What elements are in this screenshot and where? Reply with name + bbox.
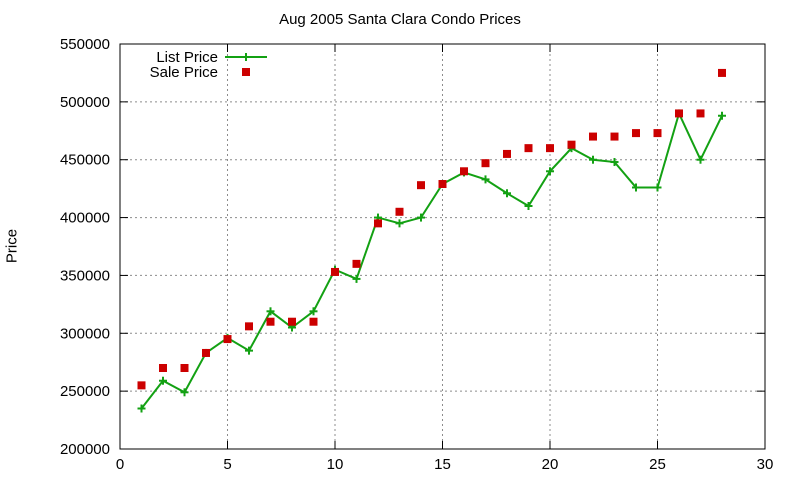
sale-price-point: [589, 132, 597, 141]
sale-price-point: [223, 335, 232, 344]
x-tick-label: 15: [434, 456, 451, 473]
legend-marker-list-price: [242, 53, 250, 61]
grid-lines: [120, 44, 765, 449]
x-axis-ticks: 0 5 10 15 20 25 30: [116, 44, 774, 473]
x-tick-label: 10: [327, 456, 344, 473]
list-price-point: [503, 189, 511, 198]
sale-price-point: [180, 364, 189, 372]
x-tick-label: 0: [116, 456, 124, 473]
series-layer: [137, 68, 726, 413]
sale-price-point: [309, 317, 318, 326]
sale-price-point: [610, 132, 619, 141]
list-price-point: [137, 404, 146, 413]
list-price-point: [546, 167, 554, 176]
sale-price-point: [266, 317, 275, 326]
sale-price-point: [632, 129, 640, 138]
y-tick-label: 450000: [60, 152, 110, 169]
y-axis-ticks: 200000 250000 300000 350000 400000 450000 5000…: [60, 36, 765, 458]
list-price-point: [180, 388, 189, 397]
chart-title: Aug 2005 Santa Clara Condo Prices: [279, 11, 521, 28]
y-tick-label: 300000: [60, 325, 110, 342]
legend-swatch-sale-price: [242, 68, 250, 76]
sale-price-point: [653, 129, 662, 138]
sale-price-point: [159, 364, 167, 372]
x-tick-label: 30: [757, 456, 774, 473]
series-sale-price: [137, 68, 726, 390]
list-price-point: [245, 346, 253, 355]
sale-price-point: [546, 144, 554, 153]
sale-price-point: [202, 348, 210, 357]
y-tick-label: 550000: [60, 36, 110, 53]
list-price-point: [632, 183, 640, 192]
list-price-point: [610, 158, 619, 167]
list-price-point: [352, 274, 361, 283]
list-price-line: [140, 110, 723, 410]
list-price-point: [718, 111, 726, 120]
x-tick-label: 5: [223, 456, 231, 473]
y-tick-label: 400000: [60, 210, 110, 227]
x-tick-label: 20: [542, 456, 559, 473]
sale-price-point: [288, 317, 296, 326]
list-price-point: [159, 376, 167, 385]
sale-price-point: [524, 144, 533, 153]
sale-price-point: [567, 140, 576, 149]
list-price-point: [266, 307, 275, 316]
sale-price-point: [503, 149, 511, 158]
x-tick-label: 25: [649, 456, 666, 473]
y-tick-label: 200000: [60, 441, 110, 458]
sale-price-point: [374, 219, 382, 228]
list-price-point: [589, 155, 597, 164]
list-price-point: [395, 219, 404, 228]
sale-price-point: [481, 159, 490, 168]
sale-price-point: [438, 180, 447, 189]
sale-price-point: [245, 322, 253, 331]
sale-price-point: [395, 207, 404, 216]
sale-price-point: [417, 181, 425, 190]
list-price-point: [481, 175, 490, 184]
list-price-point: [309, 307, 318, 316]
sale-price-point: [331, 267, 339, 276]
y-tick-label: 250000: [60, 383, 110, 400]
sale-price-point: [696, 109, 705, 118]
y-tick-label: 350000: [60, 267, 110, 284]
sale-price-point: [675, 109, 683, 118]
list-price-point: [417, 213, 425, 222]
sale-price-point: [460, 167, 468, 176]
sale-price-point: [352, 259, 361, 268]
sale-price-point: [137, 381, 146, 390]
y-tick-label: 500000: [60, 94, 110, 111]
series-list-price: [137, 109, 726, 413]
sale-price-point: [718, 68, 726, 77]
legend-label-list-price: List Price: [156, 49, 218, 66]
list-price-point: [653, 183, 662, 192]
legend-label-sale-price: Sale Price: [150, 64, 218, 81]
list-price-point: [696, 155, 705, 164]
list-price-point: [524, 202, 533, 210]
